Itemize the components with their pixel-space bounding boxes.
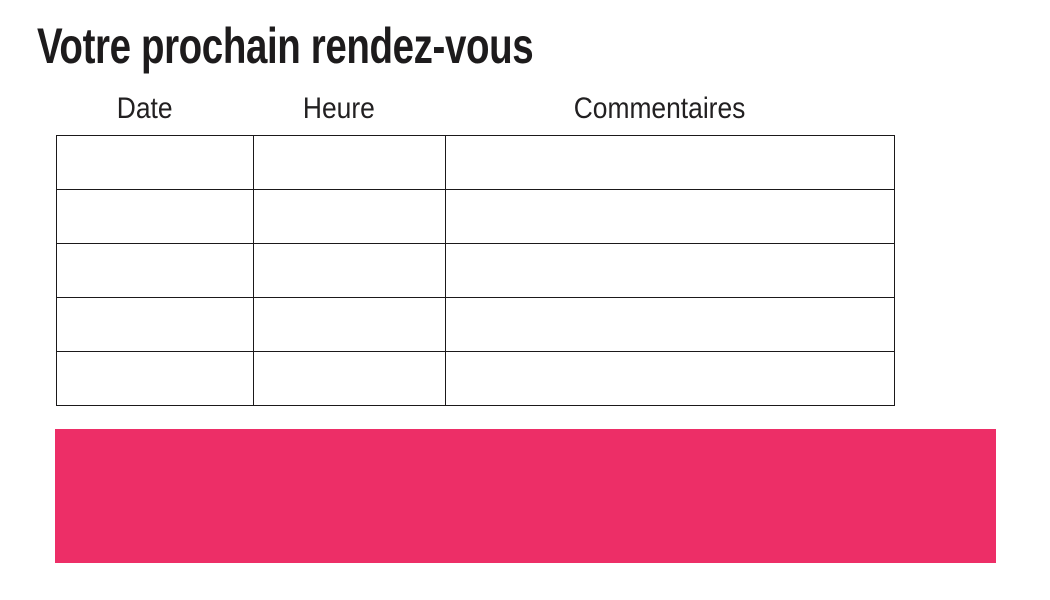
table-cell: [445, 297, 895, 352]
table-cell: [253, 189, 446, 244]
table-row: [56, 189, 895, 244]
table-row: [56, 351, 895, 406]
page-title: Votre prochain rendez-vous: [37, 19, 682, 74]
column-header-heure-label: Heure: [303, 92, 375, 125]
table-header-row: Date Heure Commentaires: [46, 90, 884, 128]
table-cell: [253, 351, 446, 406]
table-cell: [56, 135, 254, 190]
table-cell: [253, 135, 446, 190]
table-cell: [56, 351, 254, 406]
column-header-commentaires-label: Commentaires: [573, 92, 746, 125]
column-header-heure: Heure: [243, 90, 435, 128]
column-header-commentaires: Commentaires: [435, 90, 884, 128]
column-header-date: Date: [46, 90, 243, 128]
table-row: [56, 243, 895, 298]
appointments-table-body: [56, 135, 895, 406]
table-cell: [445, 351, 895, 406]
table-row: [56, 297, 895, 352]
table-cell: [445, 243, 895, 298]
highlight-band: [55, 429, 996, 563]
table-cell: [445, 135, 895, 190]
page-title-text: Votre prochain rendez-vous: [37, 18, 534, 74]
table-cell: [445, 189, 895, 244]
table-row: [56, 135, 895, 190]
appointments-table: [56, 135, 895, 406]
table-cell: [56, 189, 254, 244]
table-cell: [253, 297, 446, 352]
table-cell: [253, 243, 446, 298]
table-cell: [56, 243, 254, 298]
table-cell: [56, 297, 254, 352]
column-header-date-label: Date: [116, 92, 173, 125]
